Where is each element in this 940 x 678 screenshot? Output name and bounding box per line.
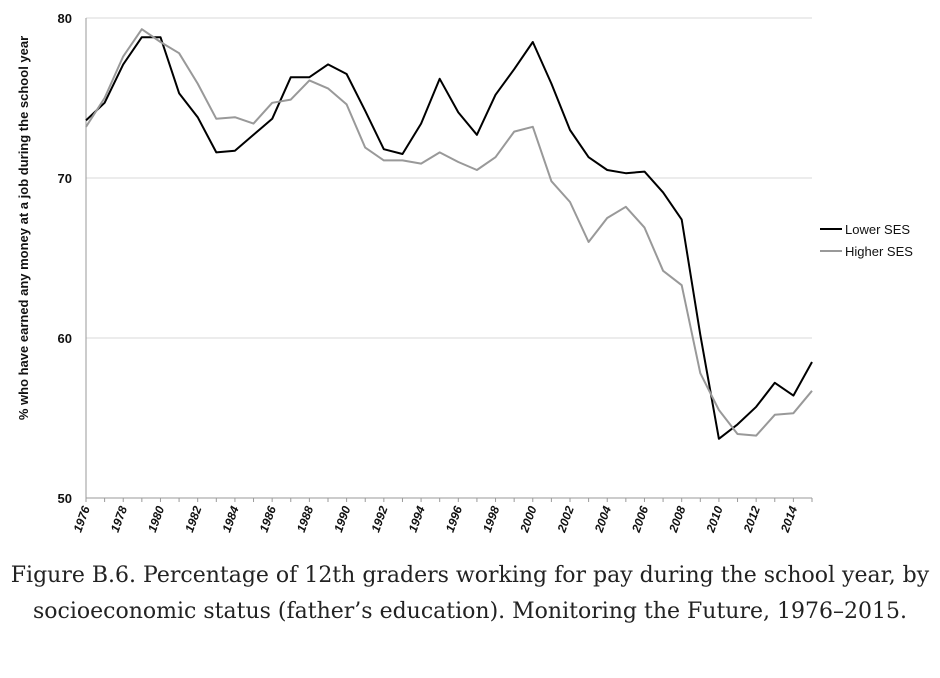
x-tick-label: 2010 bbox=[703, 504, 726, 535]
x-tick-label: 1988 bbox=[294, 504, 316, 534]
x-tick-label: 1976 bbox=[71, 504, 93, 534]
x-tick-label: 1994 bbox=[406, 504, 428, 534]
series-line-lower-ses bbox=[85, 36, 813, 440]
legend-label: Higher SES bbox=[845, 244, 913, 259]
x-tick-label: 1992 bbox=[368, 504, 390, 534]
x-tick-label: 1978 bbox=[108, 504, 130, 534]
gridlines bbox=[86, 17, 812, 339]
x-tick-label: 1998 bbox=[480, 504, 502, 534]
y-tick-label: 60 bbox=[58, 331, 72, 346]
x-tick-label: 2008 bbox=[666, 504, 689, 535]
x-tick-label: 1996 bbox=[443, 504, 465, 534]
legend: Lower SES Higher SES bbox=[820, 222, 913, 259]
x-tick-label: 2006 bbox=[629, 504, 652, 535]
y-tick-labels: 50 60 70 80 bbox=[58, 11, 72, 506]
y-tick-label: 50 bbox=[58, 491, 72, 506]
x-tick-label: 2000 bbox=[517, 504, 540, 535]
series-line-higher-ses bbox=[85, 28, 813, 437]
legend-label: Lower SES bbox=[845, 222, 910, 237]
x-tick-label: 2014 bbox=[778, 504, 801, 535]
x-tick-label: 1982 bbox=[182, 504, 204, 534]
x-tick-labels: 1976 1978 1980 1982 1984 1986 1988 1990 1992 1994… bbox=[71, 504, 801, 535]
x-tick-label: 1984 bbox=[219, 504, 241, 534]
line-chart: 50 60 70 80 1976 1978 1980 1982 1984 1986 1988 199… bbox=[16, 11, 913, 535]
figure-caption: Figure B.6. Percentage of 12th graders w… bbox=[10, 563, 930, 624]
x-tick-label: 1986 bbox=[257, 504, 279, 534]
x-tick-label: 1980 bbox=[145, 504, 167, 534]
x-tick-label: 2002 bbox=[554, 504, 577, 535]
x-tick-label: 2012 bbox=[740, 504, 763, 535]
x-tick-label: 2004 bbox=[591, 504, 614, 535]
y-tick-label: 70 bbox=[58, 171, 72, 186]
y-axis-label: % who have earned any money at a job dur… bbox=[16, 36, 31, 420]
series-lines bbox=[85, 28, 813, 440]
x-tick-label: 1990 bbox=[331, 504, 353, 534]
axes bbox=[85, 18, 813, 502]
y-tick-label: 80 bbox=[58, 11, 72, 26]
